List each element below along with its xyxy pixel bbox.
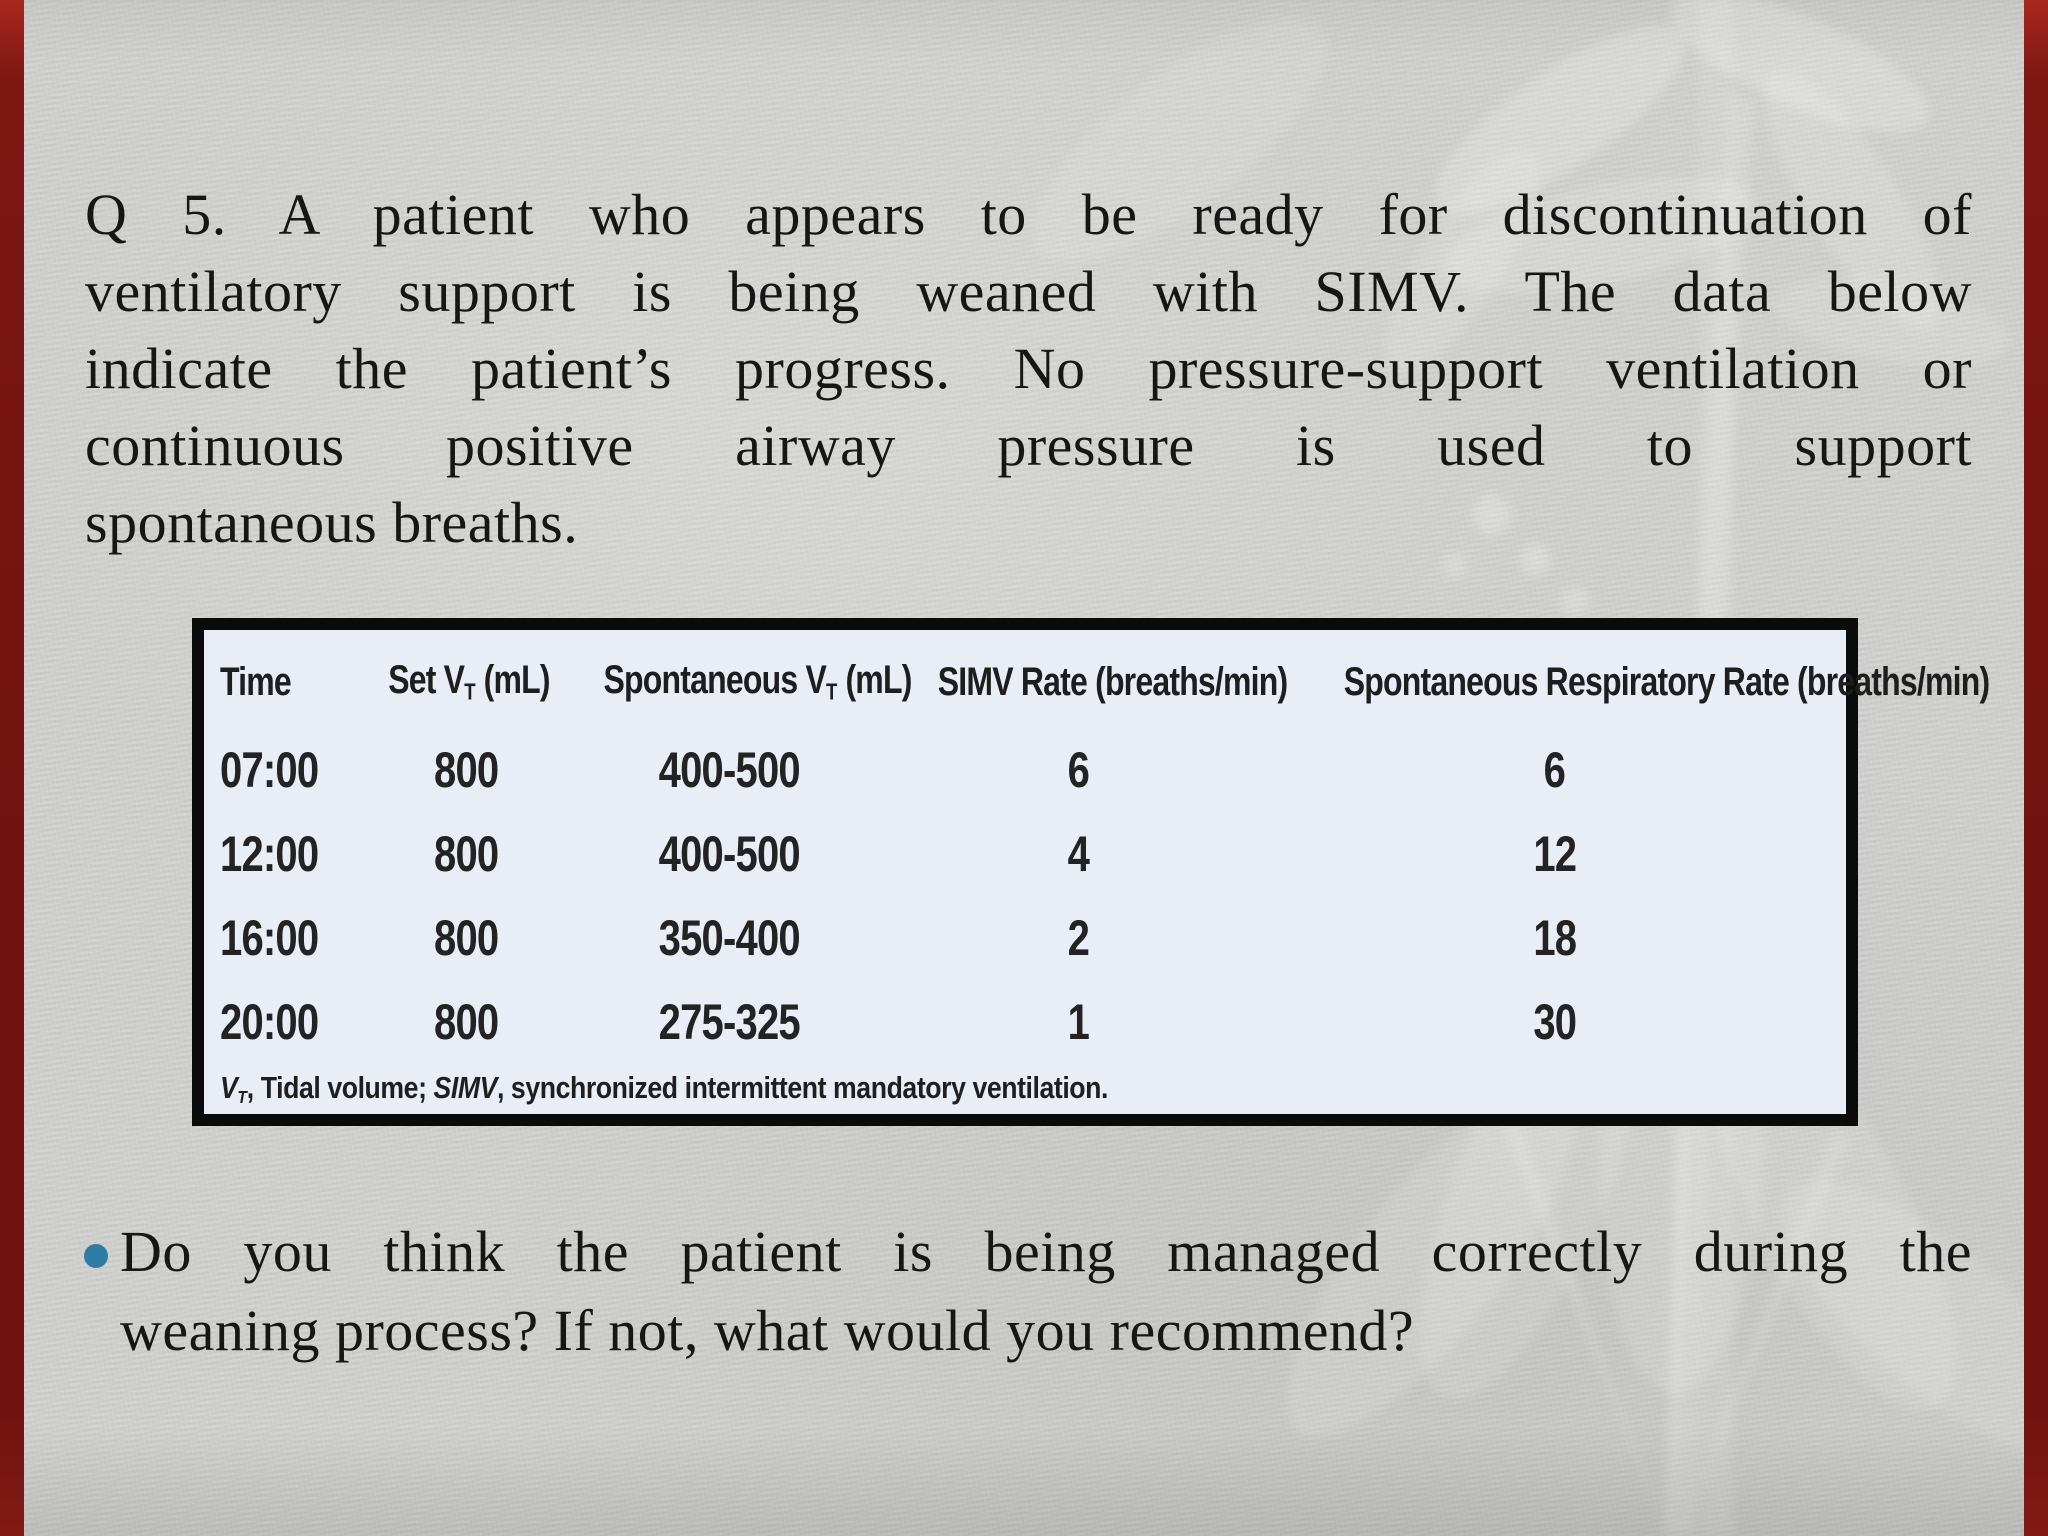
cell-spontaneous-vt: 400-500: [658, 826, 801, 882]
question-line-3: indicate the patient’s progress. No pres…: [85, 336, 1972, 401]
ventilator-weaning-table: Time Set VT (mL) Spontaneous VT (mL) SIM…: [192, 618, 1990, 1126]
bullet-line-2: weaning process? If not, what would you …: [120, 1298, 1415, 1363]
header-spontaneous-vt: Spontaneous VT (mL): [603, 658, 913, 705]
question-paragraph: Q 5. A patient who appears to be ready f…: [85, 176, 1972, 561]
table-row: 12:00 800 400-500 4 12: [204, 812, 1846, 896]
cell-time: 12:00: [220, 826, 319, 882]
cell-time: 20:00: [220, 994, 319, 1050]
cell-set-vt: 800: [434, 742, 500, 798]
cell-set-vt: 800: [434, 826, 500, 882]
bullet-line-1: Do you think the patient is being manage…: [120, 1219, 1972, 1284]
table-row: 16:00 800 350-400 2 18: [204, 896, 1846, 980]
header-time: Time: [220, 659, 292, 704]
cell-spontaneous-rr: 6: [1543, 742, 1566, 798]
table-header-row: Time Set VT (mL) Spontaneous VT (mL) SIM…: [204, 636, 1990, 728]
cell-spontaneous-vt: 275-325: [658, 994, 801, 1050]
cell-spontaneous-vt: 400-500: [658, 742, 801, 798]
right-red-edge-bar: [2024, 0, 2048, 1536]
question-line-1: Q 5. A patient who appears to be ready f…: [85, 182, 1972, 247]
bullet-point-icon: [84, 1244, 108, 1268]
question-line-5: spontaneous breaths.: [85, 490, 579, 555]
cell-time: 16:00: [220, 910, 319, 966]
question-line-4: continuous positive airway pressure is u…: [85, 413, 1972, 478]
header-spontaneous-respiratory-rate: Spontaneous Respiratory Rate (breaths/mi…: [1343, 659, 1990, 704]
table-row: 20:00 800 275-325 1 30: [204, 980, 1846, 1064]
cell-time: 07:00: [220, 742, 319, 798]
left-red-edge-bar: [0, 0, 24, 1536]
cell-spontaneous-rr: 18: [1533, 910, 1577, 966]
cell-set-vt: 800: [434, 994, 500, 1050]
table-row: 07:00 800 400-500 6 6: [204, 728, 1846, 812]
header-set-vt: Set VT (mL): [388, 658, 550, 705]
question-line-2: ventilatory support is being weaned with…: [85, 259, 1972, 324]
cell-spontaneous-vt: 350-400: [658, 910, 801, 966]
cell-simv-rate: 4: [1067, 826, 1090, 882]
cell-simv-rate: 2: [1067, 910, 1090, 966]
cell-simv-rate: 1: [1067, 994, 1090, 1050]
cell-simv-rate: 6: [1067, 742, 1090, 798]
cell-set-vt: 800: [434, 910, 500, 966]
header-simv-rate: SIMV Rate (breaths/min): [937, 659, 1287, 704]
cell-spontaneous-rr: 30: [1533, 994, 1577, 1050]
bullet-question: Do you think the patient is being manage…: [82, 1212, 1972, 1370]
table-footnote: VT, Tidal volume; SIMV, synchronized int…: [220, 1069, 1109, 1108]
cell-spontaneous-rr: 12: [1533, 826, 1577, 882]
